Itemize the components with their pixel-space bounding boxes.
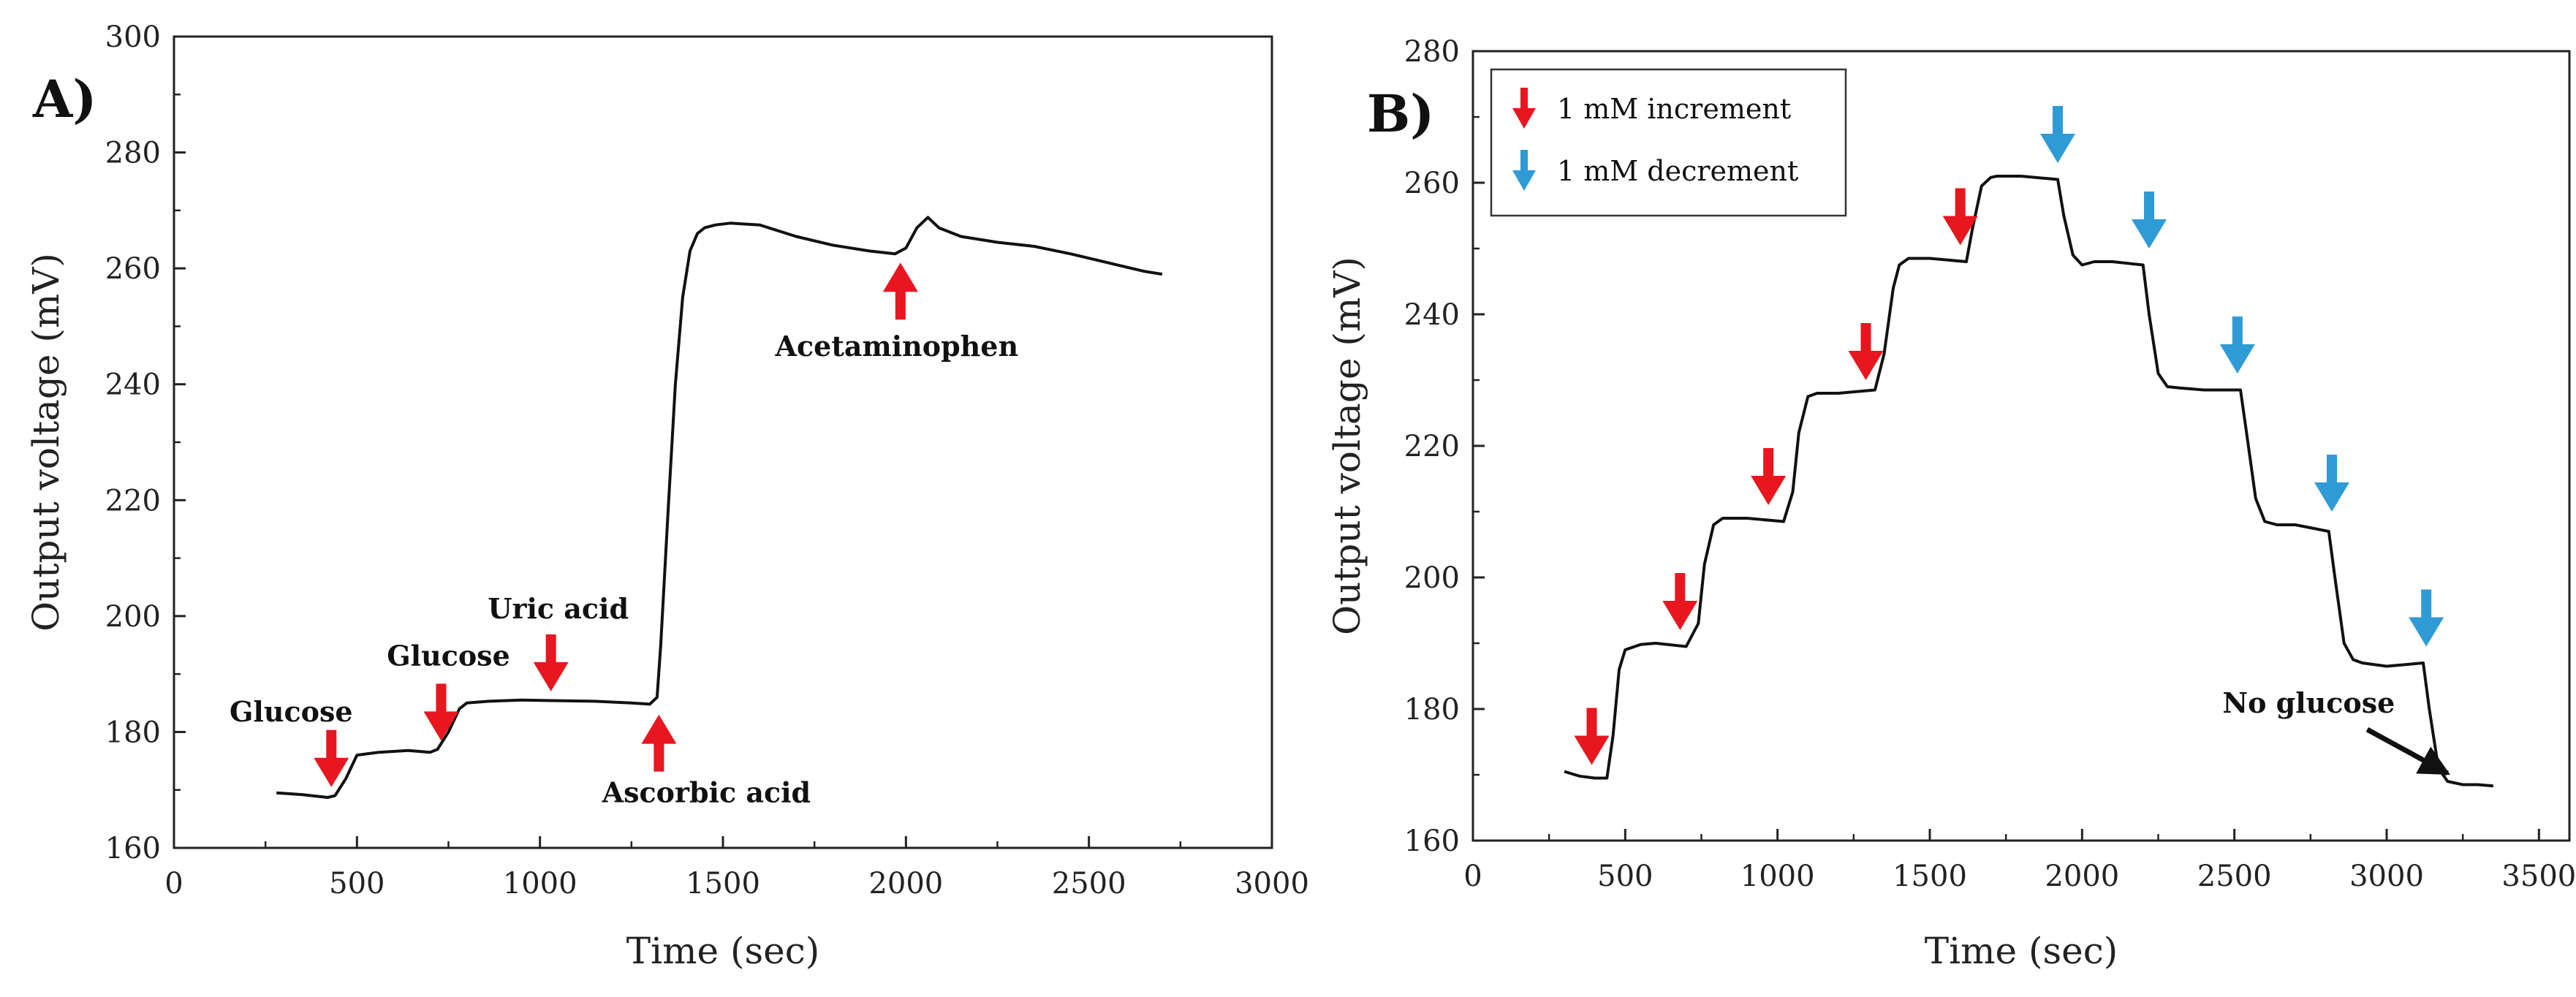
x-tick-label: 3500 — [2501, 860, 2576, 893]
x-tick-label: 0 — [164, 867, 183, 901]
x-tick-label: 3000 — [1235, 867, 1309, 901]
red-arrow-icon — [641, 714, 677, 772]
blue-arrow-icon — [2314, 455, 2349, 512]
y-tick-label: 180 — [1404, 693, 1460, 727]
panel-a-annotations: Glucose Glucose Uric acid Ascorbic acid Acet… — [230, 262, 1019, 809]
x-tick-label: 0 — [1463, 860, 1482, 893]
x-tick-label: 2500 — [1052, 867, 1126, 901]
y-tick-label: 200 — [1404, 561, 1460, 595]
panel-b-arrows — [1574, 106, 2444, 765]
red-arrow-icon — [533, 634, 569, 691]
y-tick-label: 160 — [1404, 824, 1460, 858]
red-arrow-icon — [1751, 448, 1787, 505]
red-arrow-icon — [423, 683, 459, 741]
x-tick-label: 500 — [329, 867, 384, 901]
panel-b-x-ticks: 0 500 1000 1500 2000 2500 3000 3500 — [1463, 829, 2576, 893]
x-tick-label: 500 — [1597, 860, 1653, 893]
y-tick-label: 300 — [105, 20, 161, 54]
panel-b-y-axis-label: Output voltage (mV) — [1326, 257, 1368, 635]
y-tick-label: 280 — [1404, 35, 1460, 69]
panel-a-chart: A) 0 500 1000 1500 2000 2500 3000 160 180 200 220… — [25, 20, 1309, 972]
annotation-label: Glucose — [230, 695, 353, 728]
panel-a-x-ticks: 0 500 1000 1500 2000 2500 3000 — [164, 836, 1309, 901]
panel-b-y-ticks: 160 180 200 220 240 260 280 — [1404, 35, 1485, 858]
red-arrow-icon — [882, 262, 918, 320]
red-arrow-icon — [1512, 88, 1536, 129]
panel-b-legend: 1 mM increment 1 mM decrement — [1490, 68, 1847, 217]
panel-a-label: A) — [32, 69, 96, 129]
legend-box — [1490, 68, 1847, 217]
red-arrow-icon — [1848, 323, 1884, 380]
x-tick-label: 2000 — [868, 867, 943, 901]
annotation-label: Ascorbic acid — [602, 776, 811, 809]
red-arrow-icon — [1662, 573, 1698, 630]
blue-arrow-icon — [2040, 106, 2075, 163]
panel-b-series-line — [1564, 175, 2493, 788]
red-arrow-icon — [1574, 708, 1610, 765]
red-arrow-icon — [1942, 188, 1978, 246]
y-tick-label: 220 — [105, 484, 161, 518]
y-tick-label: 200 — [105, 600, 161, 634]
panel-b-chart: B) 0 500 1000 1500 2000 2500 3000 3500 160 180 20… — [1326, 35, 2576, 972]
y-tick-label: 280 — [105, 137, 161, 170]
x-tick-label: 2000 — [2045, 860, 2119, 893]
x-tick-label: 1000 — [503, 867, 577, 901]
x-tick-label: 2500 — [2197, 860, 2272, 893]
annotation-label: Uric acid — [488, 592, 629, 625]
x-tick-label: 1500 — [1893, 860, 1967, 893]
blue-arrow-icon — [2219, 316, 2255, 374]
annotation-label: No glucose — [2222, 686, 2395, 719]
y-tick-label: 220 — [1404, 430, 1460, 463]
panel-a-y-axis-label: Output voltage (mV) — [25, 253, 67, 632]
panel-a-y-ticks: 160 180 200 220 240 260 280 300 — [105, 20, 186, 865]
y-tick-label: 260 — [105, 252, 161, 286]
blue-arrow-icon — [2409, 589, 2444, 647]
panel-b-label: B) — [1367, 83, 1434, 144]
y-tick-label: 160 — [105, 832, 161, 865]
annotation-label: Glucose — [387, 639, 510, 672]
blue-arrow-icon — [1512, 150, 1536, 191]
y-tick-label: 240 — [1404, 298, 1460, 332]
y-tick-label: 180 — [105, 716, 161, 749]
annotation-label: Acetaminophen — [775, 330, 1019, 363]
x-tick-label: 1000 — [1740, 860, 1815, 893]
x-tick-label: 3000 — [2349, 860, 2424, 893]
blue-arrow-icon — [2132, 192, 2167, 249]
panel-b-x-axis-label: Time (sec) — [1925, 930, 2118, 972]
panel-a-series-line — [276, 216, 1163, 799]
x-tick-label: 1500 — [686, 867, 760, 901]
legend-entry-label: 1 mM decrement — [1557, 155, 1798, 187]
panel-a-x-axis-label: Time (sec) — [626, 930, 820, 972]
legend-entry-label: 1 mM increment — [1557, 93, 1791, 125]
black-arrow-icon — [2365, 727, 2451, 776]
y-tick-label: 260 — [1404, 167, 1460, 200]
panel-b-annotations: No glucose — [2222, 686, 2451, 776]
red-arrow-icon — [314, 729, 349, 787]
y-tick-label: 240 — [105, 368, 161, 402]
